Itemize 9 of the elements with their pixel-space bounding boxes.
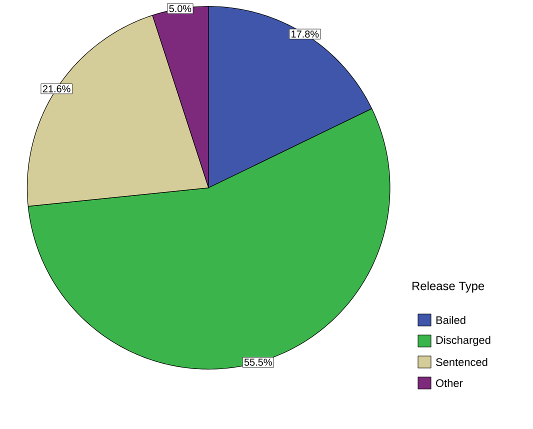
legend-label: Sentenced bbox=[436, 358, 488, 366]
legend-label: Bailed bbox=[436, 316, 466, 324]
data-label: 17.8% bbox=[292, 30, 319, 38]
data-label: 55.5% bbox=[244, 358, 272, 366]
data-label: 5.0% bbox=[169, 5, 192, 12]
legend-title: Release Type bbox=[412, 281, 484, 293]
legend-label: Discharged bbox=[436, 336, 490, 346]
legend-label: Other bbox=[436, 378, 463, 388]
data-label: 21.6% bbox=[42, 85, 70, 92]
